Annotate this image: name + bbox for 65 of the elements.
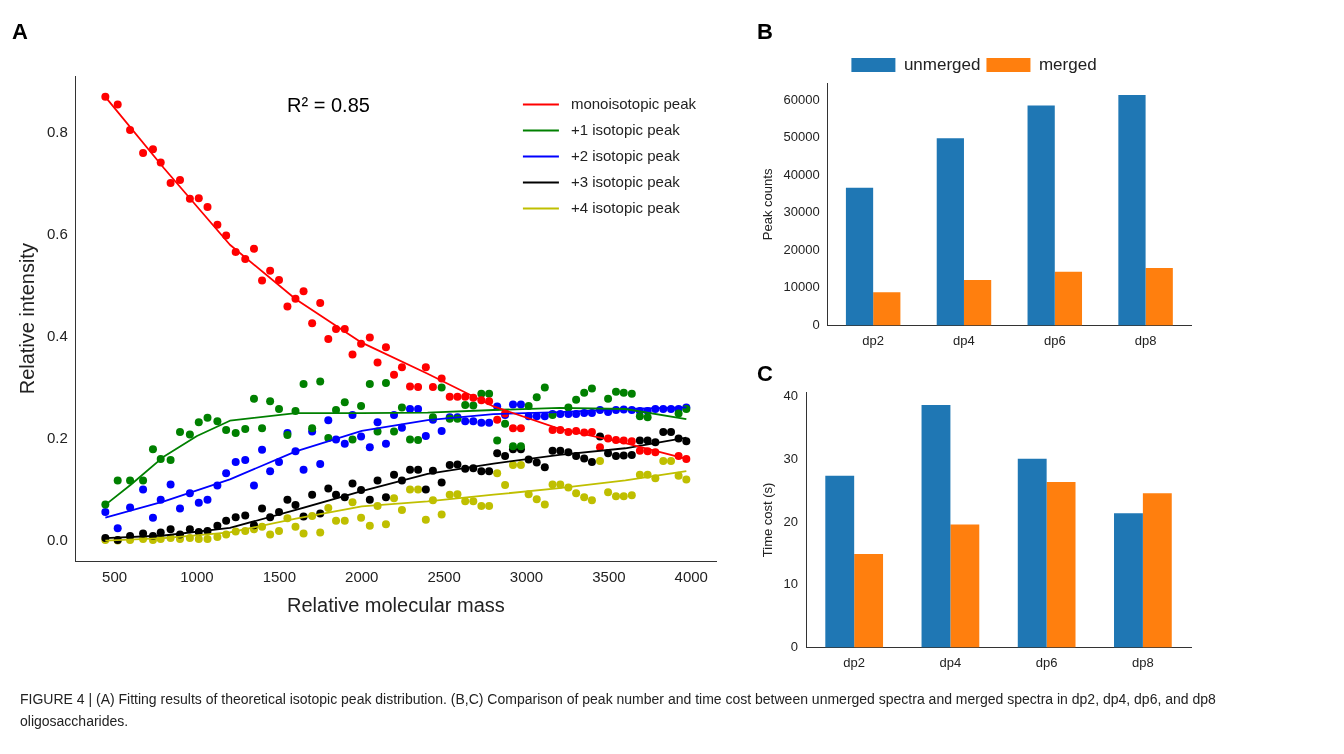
y-tick-label: 0.6 — [46, 224, 68, 242]
y-tick-label: 10000 — [783, 279, 820, 295]
bar — [1142, 493, 1172, 648]
bar — [1114, 513, 1143, 648]
bar — [1027, 105, 1055, 326]
x-tick-label: dp8 — [1132, 654, 1154, 670]
bar — [950, 524, 980, 648]
y-tick-label: 20000 — [783, 241, 820, 257]
bar — [921, 404, 951, 648]
legend-label: +1 isotopic peak — [570, 120, 681, 138]
bar — [1054, 271, 1083, 326]
legend-label: +4 isotopic peak — [570, 198, 681, 216]
x-tick-label: 2500 — [427, 568, 461, 586]
y-tick-label: 0 — [812, 316, 820, 332]
x-tick-label: 4000 — [674, 568, 708, 586]
y-axis-title: Relative intensity — [15, 243, 38, 395]
y-tick-label: 0.8 — [46, 122, 68, 140]
x-tick-label: 1500 — [262, 568, 297, 586]
y-axis-title: Time cost (s) — [760, 482, 776, 558]
y-tick-label: 40 — [783, 388, 799, 404]
y-tick-label: 60000 — [783, 91, 820, 107]
bar — [845, 187, 874, 326]
bar — [854, 554, 884, 648]
y-tick-label: 0 — [790, 638, 799, 654]
y-tick-label: 40000 — [783, 166, 820, 182]
bar — [963, 279, 992, 326]
bar — [936, 138, 964, 326]
chart-title: B — [757, 19, 773, 45]
x-tick-label: dp2 — [862, 332, 885, 348]
chart-title: A — [12, 19, 28, 45]
y-tick-label: 0.4 — [46, 326, 68, 344]
bar — [825, 475, 855, 648]
x-tick-label: 1000 — [180, 568, 214, 586]
legend-label: +2 isotopic peak — [570, 146, 681, 164]
bar — [1118, 95, 1146, 326]
caption: FIGURE 4 | (A) Fitting results of theoretical isotopic peak distribution. (B,C) Comparison of peak number and time cost between unmerged spectra and merged spectra in dp2, dp4, dp6, and dp8 oligosaccharides. — [20, 690, 1217, 731]
x-axis-title: Relative molecular mass — [287, 593, 505, 616]
legend-label: monoisotopic peak — [570, 94, 697, 112]
x-tick-label: 500 — [102, 568, 128, 586]
y-tick-label: 50000 — [783, 129, 820, 145]
x-tick-label: dp8 — [1134, 332, 1157, 348]
x-tick-label: dp6 — [1035, 654, 1058, 670]
bar — [1145, 267, 1173, 326]
legend-label: unmerged — [903, 54, 981, 74]
x-tick-label: 2000 — [345, 568, 379, 586]
bar — [873, 292, 901, 326]
x-tick-label: dp2 — [843, 654, 866, 670]
y-axis-title: Peak counts — [760, 168, 776, 241]
x-tick-label: dp4 — [939, 654, 962, 670]
y-tick-label: 20 — [783, 513, 799, 529]
legend-label: merged — [1038, 54, 1097, 74]
y-tick-label: 0.0 — [46, 530, 68, 548]
x-tick-label: dp4 — [953, 332, 975, 348]
x-tick-label: 3500 — [592, 568, 626, 586]
legend-label: +3 isotopic peak — [570, 172, 681, 190]
y-tick-label: 30 — [783, 451, 799, 467]
x-tick-label: 3000 — [509, 568, 544, 586]
y-tick-label: 30000 — [783, 204, 820, 220]
annotation: R² = 0.85 — [287, 93, 370, 116]
y-tick-label: 0.2 — [46, 428, 68, 446]
chart-title: C — [757, 361, 773, 387]
x-tick-label: dp6 — [1043, 332, 1066, 348]
bar — [1046, 482, 1076, 648]
bar — [1017, 458, 1047, 648]
y-tick-label: 10 — [783, 576, 799, 592]
